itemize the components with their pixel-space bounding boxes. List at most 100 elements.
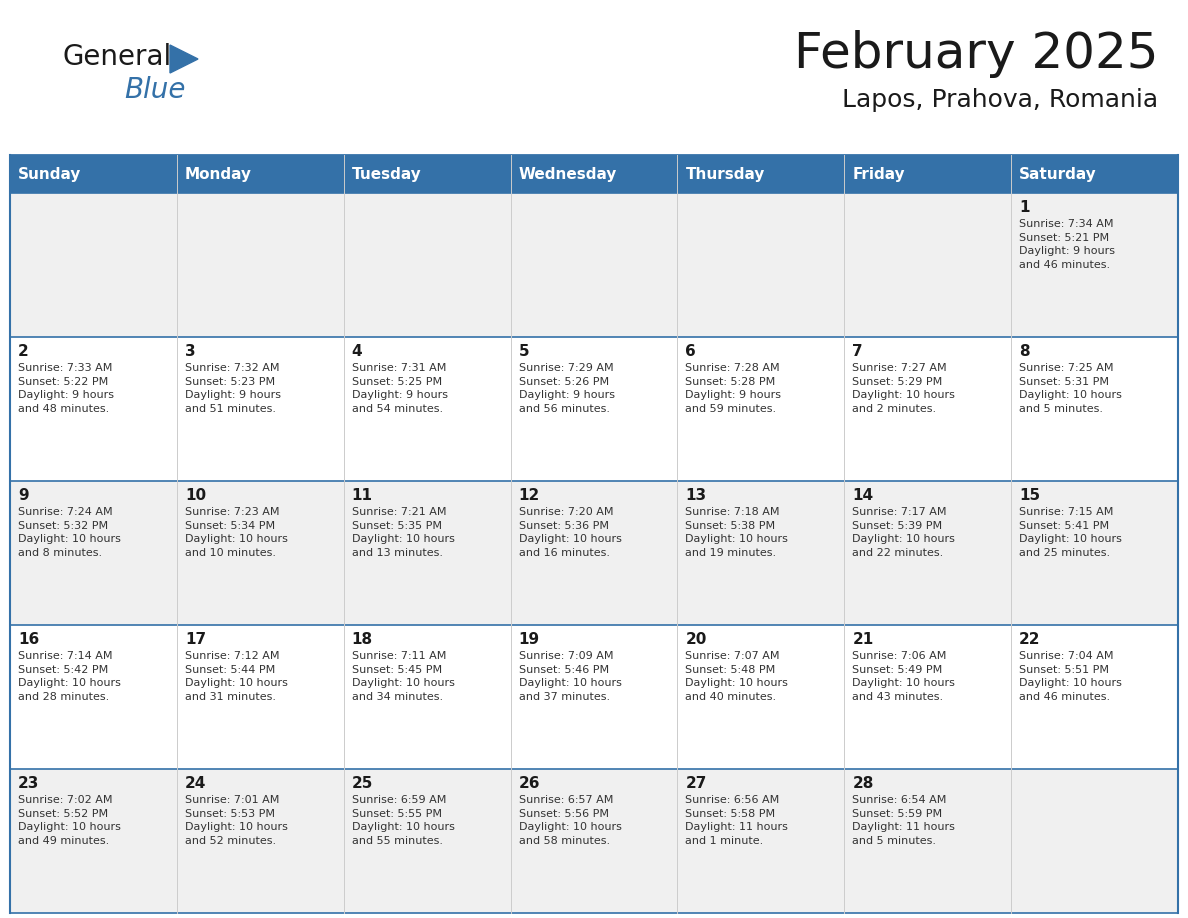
Text: 9: 9 [18, 488, 29, 503]
Bar [343, 481, 511, 625]
Text: 7: 7 [852, 344, 862, 359]
Bar [177, 481, 343, 625]
Bar [677, 337, 845, 481]
Bar [845, 625, 1011, 769]
Text: 18: 18 [352, 632, 373, 647]
Text: 19: 19 [519, 632, 539, 647]
Text: Sunrise: 7:29 AM
Sunset: 5:26 PM
Daylight: 9 hours
and 56 minutes.: Sunrise: 7:29 AM Sunset: 5:26 PM Dayligh… [519, 363, 614, 414]
Text: 28: 28 [852, 776, 873, 791]
Text: Sunrise: 7:06 AM
Sunset: 5:49 PM
Daylight: 10 hours
and 43 minutes.: Sunrise: 7:06 AM Sunset: 5:49 PM Dayligh… [852, 651, 955, 701]
Bar [511, 337, 677, 481]
Text: Sunrise: 7:21 AM
Sunset: 5:35 PM
Daylight: 10 hours
and 13 minutes.: Sunrise: 7:21 AM Sunset: 5:35 PM Dayligh… [352, 507, 455, 558]
Bar [677, 625, 845, 769]
Text: 3: 3 [185, 344, 196, 359]
Text: Sunrise: 7:11 AM
Sunset: 5:45 PM
Daylight: 10 hours
and 34 minutes.: Sunrise: 7:11 AM Sunset: 5:45 PM Dayligh… [352, 651, 455, 701]
Bar [845, 337, 1011, 481]
Bar [845, 481, 1011, 625]
Bar [677, 193, 845, 337]
Text: 25: 25 [352, 776, 373, 791]
Text: 24: 24 [185, 776, 207, 791]
Text: Sunrise: 7:32 AM
Sunset: 5:23 PM
Daylight: 9 hours
and 51 minutes.: Sunrise: 7:32 AM Sunset: 5:23 PM Dayligh… [185, 363, 280, 414]
Text: Tuesday: Tuesday [352, 166, 422, 182]
Bar [677, 155, 845, 193]
Text: Thursday: Thursday [685, 166, 765, 182]
Text: 10: 10 [185, 488, 206, 503]
Text: Sunrise: 7:28 AM
Sunset: 5:28 PM
Daylight: 9 hours
and 59 minutes.: Sunrise: 7:28 AM Sunset: 5:28 PM Dayligh… [685, 363, 782, 414]
Text: 12: 12 [519, 488, 539, 503]
Text: Sunrise: 7:09 AM
Sunset: 5:46 PM
Daylight: 10 hours
and 37 minutes.: Sunrise: 7:09 AM Sunset: 5:46 PM Dayligh… [519, 651, 621, 701]
Text: Sunrise: 7:33 AM
Sunset: 5:22 PM
Daylight: 9 hours
and 48 minutes.: Sunrise: 7:33 AM Sunset: 5:22 PM Dayligh… [18, 363, 114, 414]
Text: Sunrise: 7:31 AM
Sunset: 5:25 PM
Daylight: 9 hours
and 54 minutes.: Sunrise: 7:31 AM Sunset: 5:25 PM Dayligh… [352, 363, 448, 414]
Bar [10, 155, 177, 193]
Text: Sunrise: 7:07 AM
Sunset: 5:48 PM
Daylight: 10 hours
and 40 minutes.: Sunrise: 7:07 AM Sunset: 5:48 PM Dayligh… [685, 651, 789, 701]
Bar [845, 155, 1011, 193]
Text: 13: 13 [685, 488, 707, 503]
Text: Sunrise: 7:01 AM
Sunset: 5:53 PM
Daylight: 10 hours
and 52 minutes.: Sunrise: 7:01 AM Sunset: 5:53 PM Dayligh… [185, 795, 287, 845]
Bar [677, 769, 845, 913]
Text: 1: 1 [1019, 200, 1030, 215]
Bar [177, 769, 343, 913]
Text: Sunrise: 7:20 AM
Sunset: 5:36 PM
Daylight: 10 hours
and 16 minutes.: Sunrise: 7:20 AM Sunset: 5:36 PM Dayligh… [519, 507, 621, 558]
Text: 16: 16 [18, 632, 39, 647]
Bar [1011, 625, 1178, 769]
Bar [845, 193, 1011, 337]
Text: Sunrise: 6:54 AM
Sunset: 5:59 PM
Daylight: 11 hours
and 5 minutes.: Sunrise: 6:54 AM Sunset: 5:59 PM Dayligh… [852, 795, 955, 845]
Text: Sunrise: 7:23 AM
Sunset: 5:34 PM
Daylight: 10 hours
and 10 minutes.: Sunrise: 7:23 AM Sunset: 5:34 PM Dayligh… [185, 507, 287, 558]
Text: Blue: Blue [124, 76, 185, 104]
Text: Sunrise: 7:34 AM
Sunset: 5:21 PM
Daylight: 9 hours
and 46 minutes.: Sunrise: 7:34 AM Sunset: 5:21 PM Dayligh… [1019, 219, 1116, 270]
Bar [177, 337, 343, 481]
Text: Sunrise: 7:25 AM
Sunset: 5:31 PM
Daylight: 10 hours
and 5 minutes.: Sunrise: 7:25 AM Sunset: 5:31 PM Dayligh… [1019, 363, 1121, 414]
Text: Saturday: Saturday [1019, 166, 1097, 182]
Text: Wednesday: Wednesday [519, 166, 617, 182]
Bar [511, 193, 677, 337]
Bar [343, 193, 511, 337]
Text: 8: 8 [1019, 344, 1030, 359]
Bar [343, 769, 511, 913]
Bar [343, 337, 511, 481]
Text: Sunrise: 7:24 AM
Sunset: 5:32 PM
Daylight: 10 hours
and 8 minutes.: Sunrise: 7:24 AM Sunset: 5:32 PM Dayligh… [18, 507, 121, 558]
Text: Sunrise: 6:56 AM
Sunset: 5:58 PM
Daylight: 11 hours
and 1 minute.: Sunrise: 6:56 AM Sunset: 5:58 PM Dayligh… [685, 795, 789, 845]
Polygon shape [170, 45, 198, 73]
Text: Sunrise: 7:04 AM
Sunset: 5:51 PM
Daylight: 10 hours
and 46 minutes.: Sunrise: 7:04 AM Sunset: 5:51 PM Dayligh… [1019, 651, 1121, 701]
Text: Lapos, Prahova, Romania: Lapos, Prahova, Romania [842, 88, 1158, 112]
Bar [1011, 769, 1178, 913]
Text: Sunrise: 7:17 AM
Sunset: 5:39 PM
Daylight: 10 hours
and 22 minutes.: Sunrise: 7:17 AM Sunset: 5:39 PM Dayligh… [852, 507, 955, 558]
Text: 22: 22 [1019, 632, 1041, 647]
Text: Sunrise: 7:18 AM
Sunset: 5:38 PM
Daylight: 10 hours
and 19 minutes.: Sunrise: 7:18 AM Sunset: 5:38 PM Dayligh… [685, 507, 789, 558]
Text: 20: 20 [685, 632, 707, 647]
Text: 4: 4 [352, 344, 362, 359]
Text: 5: 5 [519, 344, 529, 359]
Text: Sunrise: 7:02 AM
Sunset: 5:52 PM
Daylight: 10 hours
and 49 minutes.: Sunrise: 7:02 AM Sunset: 5:52 PM Dayligh… [18, 795, 121, 845]
Text: Monday: Monday [185, 166, 252, 182]
Text: General: General [62, 43, 171, 71]
Text: Sunrise: 7:27 AM
Sunset: 5:29 PM
Daylight: 10 hours
and 2 minutes.: Sunrise: 7:27 AM Sunset: 5:29 PM Dayligh… [852, 363, 955, 414]
Text: February 2025: February 2025 [794, 30, 1158, 78]
Bar [177, 193, 343, 337]
Text: Friday: Friday [852, 166, 905, 182]
Bar [1011, 193, 1178, 337]
Bar [511, 769, 677, 913]
Text: Sunrise: 7:14 AM
Sunset: 5:42 PM
Daylight: 10 hours
and 28 minutes.: Sunrise: 7:14 AM Sunset: 5:42 PM Dayligh… [18, 651, 121, 701]
Bar [10, 481, 177, 625]
Text: 2: 2 [18, 344, 29, 359]
Bar [10, 769, 177, 913]
Text: 15: 15 [1019, 488, 1041, 503]
Bar [10, 193, 177, 337]
Text: 14: 14 [852, 488, 873, 503]
Bar [177, 155, 343, 193]
Text: 27: 27 [685, 776, 707, 791]
Bar [1011, 337, 1178, 481]
Text: 21: 21 [852, 632, 873, 647]
Text: 17: 17 [185, 632, 206, 647]
Text: Sunrise: 7:15 AM
Sunset: 5:41 PM
Daylight: 10 hours
and 25 minutes.: Sunrise: 7:15 AM Sunset: 5:41 PM Dayligh… [1019, 507, 1121, 558]
Text: Sunrise: 6:59 AM
Sunset: 5:55 PM
Daylight: 10 hours
and 55 minutes.: Sunrise: 6:59 AM Sunset: 5:55 PM Dayligh… [352, 795, 455, 845]
Bar [343, 155, 511, 193]
Text: 6: 6 [685, 344, 696, 359]
Bar [10, 337, 177, 481]
Bar [677, 481, 845, 625]
Text: 23: 23 [18, 776, 39, 791]
Bar [10, 625, 177, 769]
Text: Sunday: Sunday [18, 166, 81, 182]
Bar [177, 625, 343, 769]
Bar [1011, 481, 1178, 625]
